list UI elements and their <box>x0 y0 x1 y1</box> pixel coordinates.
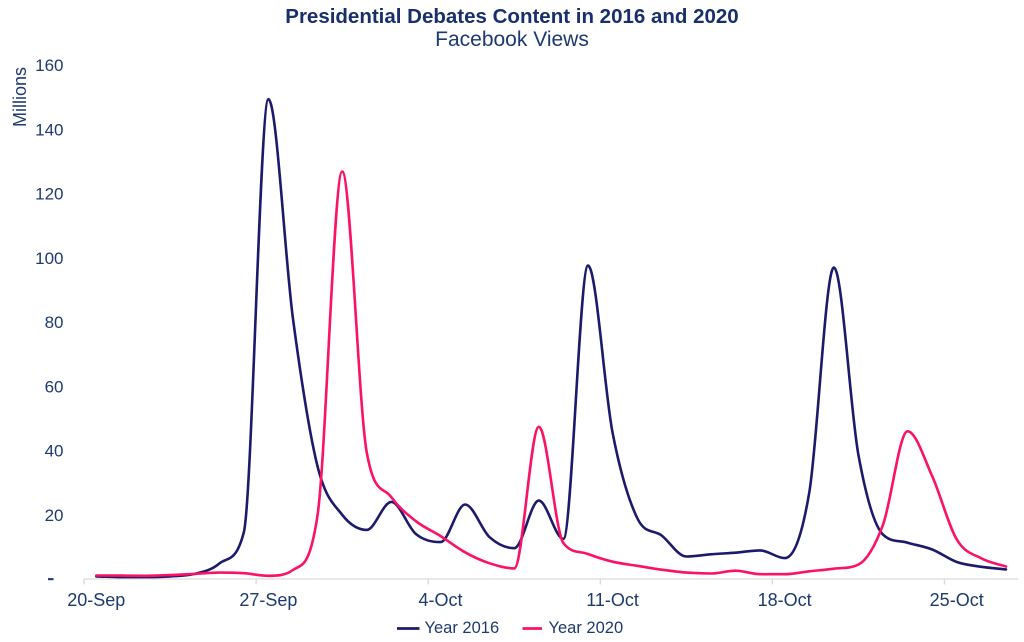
svg-text:80: 80 <box>45 313 64 332</box>
svg-text:140: 140 <box>35 120 63 139</box>
svg-text:11-Oct: 11-Oct <box>586 590 639 610</box>
svg-text:160: 160 <box>35 56 63 75</box>
svg-text:20-Sep: 20-Sep <box>67 590 125 610</box>
svg-text:25-Oct: 25-Oct <box>930 590 984 610</box>
svg-text:Year 2016: Year 2016 <box>425 619 500 637</box>
svg-text:20: 20 <box>45 506 64 525</box>
svg-text:Millions: Millions <box>10 67 30 127</box>
svg-text:60: 60 <box>45 377 64 396</box>
svg-text:Year 2020: Year 2020 <box>549 619 624 637</box>
svg-text:100: 100 <box>35 249 63 268</box>
svg-text:120: 120 <box>35 185 63 204</box>
svg-text:4-Oct: 4-Oct <box>418 590 462 610</box>
svg-text:Facebook Views: Facebook Views <box>435 28 589 51</box>
svg-text:Presidential Debates Content i: Presidential Debates Content in 2016 and… <box>285 5 738 28</box>
svg-text:27-Sep: 27-Sep <box>239 590 297 610</box>
svg-text:18-Oct: 18-Oct <box>758 590 812 610</box>
svg-text:40: 40 <box>45 442 64 461</box>
